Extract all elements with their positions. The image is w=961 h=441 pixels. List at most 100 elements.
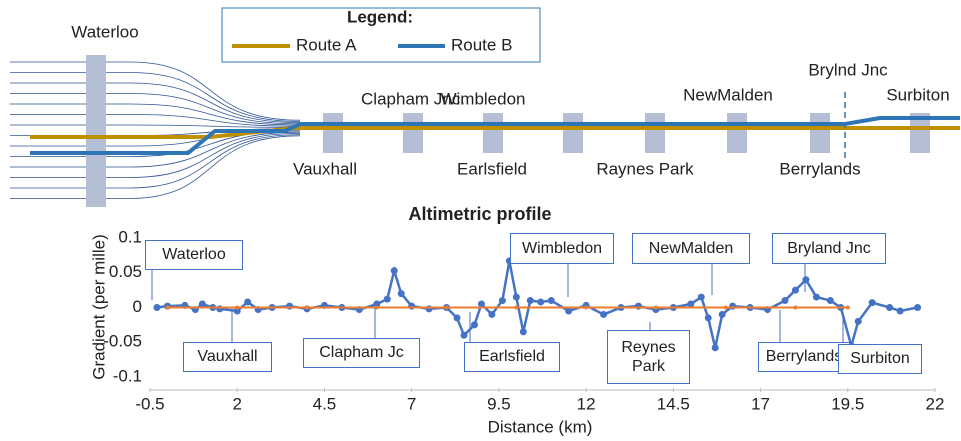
- data-point: [600, 310, 608, 318]
- platform: [645, 113, 665, 153]
- data-point: [512, 293, 520, 301]
- data-point: [233, 307, 241, 315]
- legend-label: Route A: [296, 35, 357, 54]
- data-point: [216, 305, 224, 313]
- data-point: [547, 297, 555, 305]
- platform: [403, 113, 423, 153]
- track-line: [10, 131, 301, 168]
- track-line: [10, 61, 301, 121]
- x-tick-label: 7: [407, 394, 416, 413]
- data-point: [286, 302, 294, 310]
- x-tick-label: 14.5: [657, 394, 690, 413]
- track-line: [10, 124, 301, 128]
- callout: Waterloo: [145, 240, 243, 270]
- data-point: [537, 298, 545, 306]
- y-tick-label: 0.1: [118, 227, 142, 246]
- data-point: [793, 305, 798, 310]
- legend-label: Route B: [451, 35, 512, 54]
- data-point: [519, 328, 527, 336]
- station-label: Vauxhall: [293, 159, 357, 178]
- data-point: [383, 295, 391, 303]
- data-point: [565, 307, 573, 315]
- track-line: [10, 135, 301, 199]
- legend-box: [221, 7, 541, 63]
- callout: Earlsfield: [464, 342, 560, 372]
- callout: Reynes Park: [607, 330, 690, 384]
- data-point: [526, 297, 534, 305]
- x-tick-label: 2: [232, 394, 241, 413]
- route-b: [30, 116, 960, 155]
- data-point: [477, 300, 485, 308]
- data-point: [488, 310, 496, 318]
- callout: Clapham Jc: [303, 338, 420, 368]
- platform: [727, 113, 747, 153]
- station-label: Brylnd Jnc: [808, 60, 888, 79]
- data-point: [781, 297, 789, 305]
- data-point: [826, 297, 834, 305]
- data-point: [802, 276, 810, 284]
- x-tick-label: 19.5: [831, 394, 864, 413]
- data-point: [444, 305, 449, 310]
- chart-title: Altimetric profile: [408, 204, 551, 224]
- station-label: Clapham Jnc.: [361, 89, 465, 108]
- data-point: [470, 321, 478, 329]
- x-tick-label: 22: [926, 394, 945, 413]
- data-point: [460, 331, 468, 339]
- data-point: [845, 305, 850, 310]
- data-point: [729, 302, 737, 310]
- data-point: [165, 305, 170, 310]
- track-line: [10, 93, 301, 125]
- track-line: [10, 114, 301, 127]
- track-line: [10, 134, 301, 189]
- station-label: Waterloo: [71, 22, 138, 41]
- track-line: [10, 103, 301, 126]
- data-point: [723, 305, 728, 310]
- data-point: [244, 298, 252, 306]
- data-point: [198, 300, 206, 308]
- data-point: [854, 317, 862, 325]
- callout: Bryland Jnc: [772, 233, 886, 264]
- track-diagram: [10, 55, 960, 207]
- data-point: [914, 304, 922, 311]
- data-point: [697, 293, 705, 301]
- data-point: [886, 304, 894, 311]
- station-label: Earlsfield: [457, 159, 527, 178]
- data-point: [408, 302, 416, 310]
- x-tick-label: -0.5: [135, 394, 164, 413]
- data-point: [812, 293, 820, 301]
- callout: Wimbledon: [510, 233, 614, 264]
- data-point: [687, 300, 695, 308]
- data-point: [425, 305, 433, 313]
- data-point: [153, 304, 161, 311]
- data-point: [711, 344, 719, 352]
- y-tick-label: 0.05: [109, 262, 142, 281]
- data-point: [305, 305, 309, 310]
- callout-leaders: [151, 264, 844, 344]
- x-tick-label: 9.5: [487, 394, 511, 413]
- legend-title: Legend:: [347, 7, 413, 26]
- platform: [563, 113, 583, 153]
- x-tick-label: 12: [577, 394, 596, 413]
- platform: [910, 113, 930, 153]
- y-tick-label: -0.1: [113, 366, 142, 385]
- data-point: [718, 310, 726, 318]
- callout: NewMalden: [632, 233, 750, 264]
- platform: [323, 113, 343, 153]
- callout: Berrylands: [758, 342, 850, 372]
- data-point: [498, 297, 506, 305]
- data-point: [634, 302, 642, 310]
- data-point: [373, 300, 381, 308]
- data-point: [374, 305, 379, 310]
- station-label: Surbiton: [886, 85, 949, 104]
- platform: [483, 113, 503, 153]
- data-point: [653, 305, 658, 310]
- data-point: [704, 314, 712, 322]
- y-tick-label: -0.05: [103, 332, 142, 351]
- x-axis-label: Distance (km): [488, 417, 593, 436]
- station-label: NewMalden: [683, 85, 773, 104]
- data-point: [514, 305, 519, 310]
- data-point: [453, 314, 461, 322]
- track-line: [10, 72, 301, 122]
- data-point: [868, 299, 876, 307]
